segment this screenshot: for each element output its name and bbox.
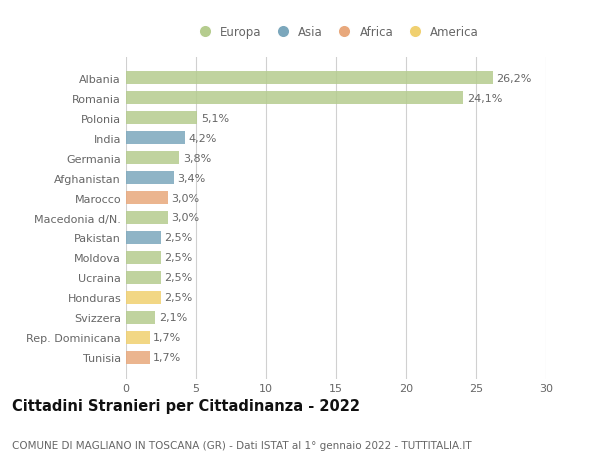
Text: 1,7%: 1,7%: [154, 333, 182, 342]
Bar: [126, 132, 185, 145]
Text: 26,2%: 26,2%: [496, 73, 532, 84]
Text: 3,8%: 3,8%: [182, 153, 211, 163]
Bar: [126, 331, 150, 344]
Text: 2,5%: 2,5%: [164, 293, 193, 303]
Text: COMUNE DI MAGLIANO IN TOSCANA (GR) - Dati ISTAT al 1° gennaio 2022 - TUTTITALIA.: COMUNE DI MAGLIANO IN TOSCANA (GR) - Dat…: [12, 440, 472, 450]
Bar: [126, 92, 463, 105]
Bar: [126, 191, 168, 205]
Bar: [126, 252, 161, 264]
Bar: [126, 271, 161, 284]
Text: Cittadini Stranieri per Cittadinanza - 2022: Cittadini Stranieri per Cittadinanza - 2…: [12, 398, 360, 413]
Text: 2,5%: 2,5%: [164, 233, 193, 243]
Text: 5,1%: 5,1%: [201, 113, 229, 123]
Bar: [126, 291, 161, 304]
Text: 24,1%: 24,1%: [467, 94, 502, 103]
Text: 2,5%: 2,5%: [164, 253, 193, 263]
Text: 3,4%: 3,4%: [177, 173, 205, 183]
Text: 3,0%: 3,0%: [172, 193, 200, 203]
Bar: [126, 351, 150, 364]
Bar: [126, 212, 168, 224]
Bar: [126, 311, 155, 324]
Legend: Europa, Asia, Africa, America: Europa, Asia, Africa, America: [188, 22, 484, 44]
Bar: [126, 72, 493, 85]
Bar: [126, 152, 179, 165]
Text: 2,1%: 2,1%: [159, 313, 187, 323]
Bar: [126, 172, 173, 185]
Bar: [126, 112, 197, 125]
Text: 2,5%: 2,5%: [164, 273, 193, 283]
Text: 4,2%: 4,2%: [188, 133, 217, 143]
Text: 1,7%: 1,7%: [154, 353, 182, 363]
Text: 3,0%: 3,0%: [172, 213, 200, 223]
Bar: [126, 231, 161, 245]
